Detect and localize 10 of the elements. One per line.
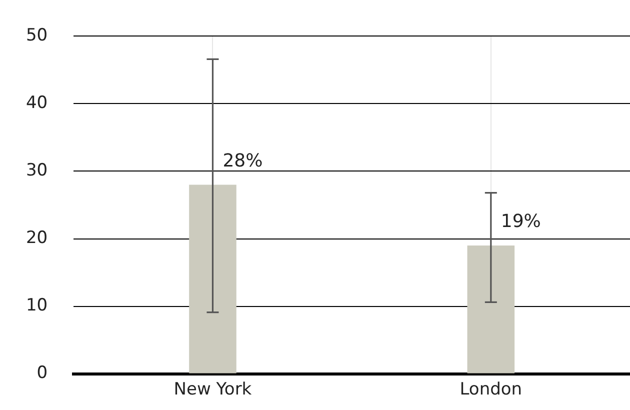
y-tick-label: 0 — [36, 363, 48, 384]
y-tick-label: 20 — [26, 228, 48, 248]
y-tick-label: 10 — [26, 296, 48, 316]
y-tick-label: 30 — [26, 160, 48, 181]
x-tick-label: New York — [174, 379, 252, 400]
data-label: 19% — [500, 211, 541, 232]
x-tick-label: London — [460, 379, 522, 400]
y-tick-label: 50 — [26, 26, 48, 46]
data-label: 28% — [222, 150, 263, 172]
y-tick-label: 40 — [26, 93, 48, 114]
